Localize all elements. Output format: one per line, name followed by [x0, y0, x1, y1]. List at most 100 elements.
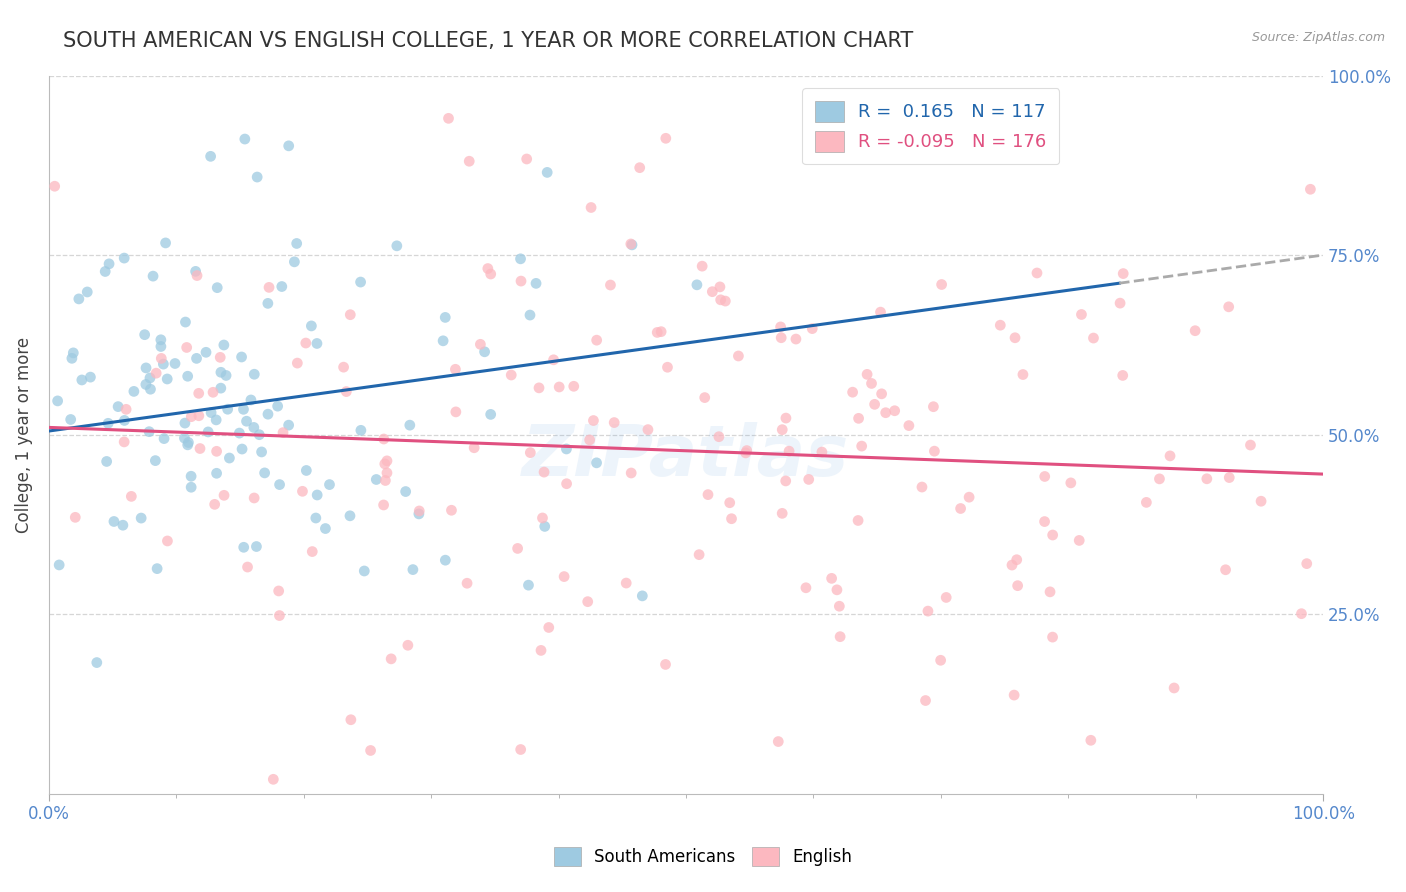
Point: [537, 620, 560, 634]
Point: [135, 360, 157, 375]
Point: [432, 334, 454, 348]
Point: [150, 351, 173, 366]
Point: [479, 267, 502, 281]
Point: [555, 442, 578, 456]
Point: [434, 310, 457, 325]
Point: [1112, 267, 1135, 281]
Point: [335, 384, 357, 399]
Point: [524, 277, 547, 291]
Point: [631, 589, 654, 603]
Point: [1239, 438, 1261, 452]
Point: [654, 657, 676, 672]
Point: [180, 469, 202, 483]
Point: [585, 456, 607, 470]
Point: [1002, 688, 1025, 702]
Point: [107, 400, 129, 414]
Point: [536, 165, 558, 179]
Point: [283, 255, 305, 269]
Point: [353, 564, 375, 578]
Point: [1042, 630, 1064, 644]
Point: [801, 321, 824, 335]
Point: [395, 484, 418, 499]
Point: [209, 351, 232, 365]
Point: [769, 320, 792, 334]
Point: [688, 548, 710, 562]
Point: [250, 445, 273, 459]
Point: [463, 441, 485, 455]
Point: [111, 518, 134, 533]
Point: [349, 275, 371, 289]
Point: [935, 591, 957, 605]
Point: [187, 386, 209, 401]
Point: [200, 149, 222, 163]
Point: [231, 350, 253, 364]
Point: [205, 444, 228, 458]
Point: [811, 445, 834, 459]
Legend: R =  0.165   N = 117, R = -0.095   N = 176: R = 0.165 N = 117, R = -0.095 N = 176: [803, 88, 1059, 164]
Point: [530, 643, 553, 657]
Point: [239, 392, 262, 407]
Point: [94, 264, 117, 278]
Point: [501, 368, 523, 382]
Point: [1039, 585, 1062, 599]
Point: [578, 433, 600, 447]
Point: [270, 279, 292, 293]
Point: [657, 360, 679, 375]
Point: [180, 480, 202, 494]
Point: [46, 393, 69, 408]
Point: [396, 638, 419, 652]
Point: [510, 274, 533, 288]
Point: [360, 743, 382, 757]
Point: [195, 345, 218, 359]
Point: [1042, 528, 1064, 542]
Point: [98, 257, 121, 271]
Point: [1215, 563, 1237, 577]
Point: [1070, 308, 1092, 322]
Point: [897, 418, 920, 433]
Point: [531, 511, 554, 525]
Point: [271, 425, 294, 440]
Point: [67, 292, 90, 306]
Point: [929, 653, 952, 667]
Point: [637, 423, 659, 437]
Point: [262, 772, 284, 787]
Point: [519, 308, 541, 322]
Point: [205, 413, 228, 427]
Point: [373, 498, 395, 512]
Point: [247, 427, 270, 442]
Point: [375, 466, 398, 480]
Point: [135, 377, 157, 392]
Point: [543, 352, 565, 367]
Point: [76, 285, 98, 299]
Point: [269, 608, 291, 623]
Point: [1060, 475, 1083, 490]
Point: [138, 425, 160, 439]
Point: [139, 382, 162, 396]
Point: [152, 357, 174, 371]
Point: [385, 239, 408, 253]
Point: [301, 544, 323, 558]
Point: [686, 277, 709, 292]
Point: [146, 561, 169, 575]
Point: [714, 294, 737, 309]
Point: [785, 332, 807, 346]
Point: [519, 445, 541, 459]
Point: [305, 511, 328, 525]
Point: [727, 349, 749, 363]
Point: [129, 511, 152, 525]
Point: [233, 132, 256, 146]
Point: [142, 269, 165, 284]
Point: [655, 131, 678, 145]
Point: [1026, 266, 1049, 280]
Point: [114, 413, 136, 427]
Text: Source: ZipAtlas.com: Source: ZipAtlas.com: [1251, 31, 1385, 45]
Point: [204, 497, 226, 511]
Point: [307, 488, 329, 502]
Point: [579, 201, 602, 215]
Point: [408, 504, 430, 518]
Point: [516, 152, 538, 166]
Point: [266, 399, 288, 413]
Point: [340, 713, 363, 727]
Point: [1004, 331, 1026, 345]
Point: [103, 515, 125, 529]
